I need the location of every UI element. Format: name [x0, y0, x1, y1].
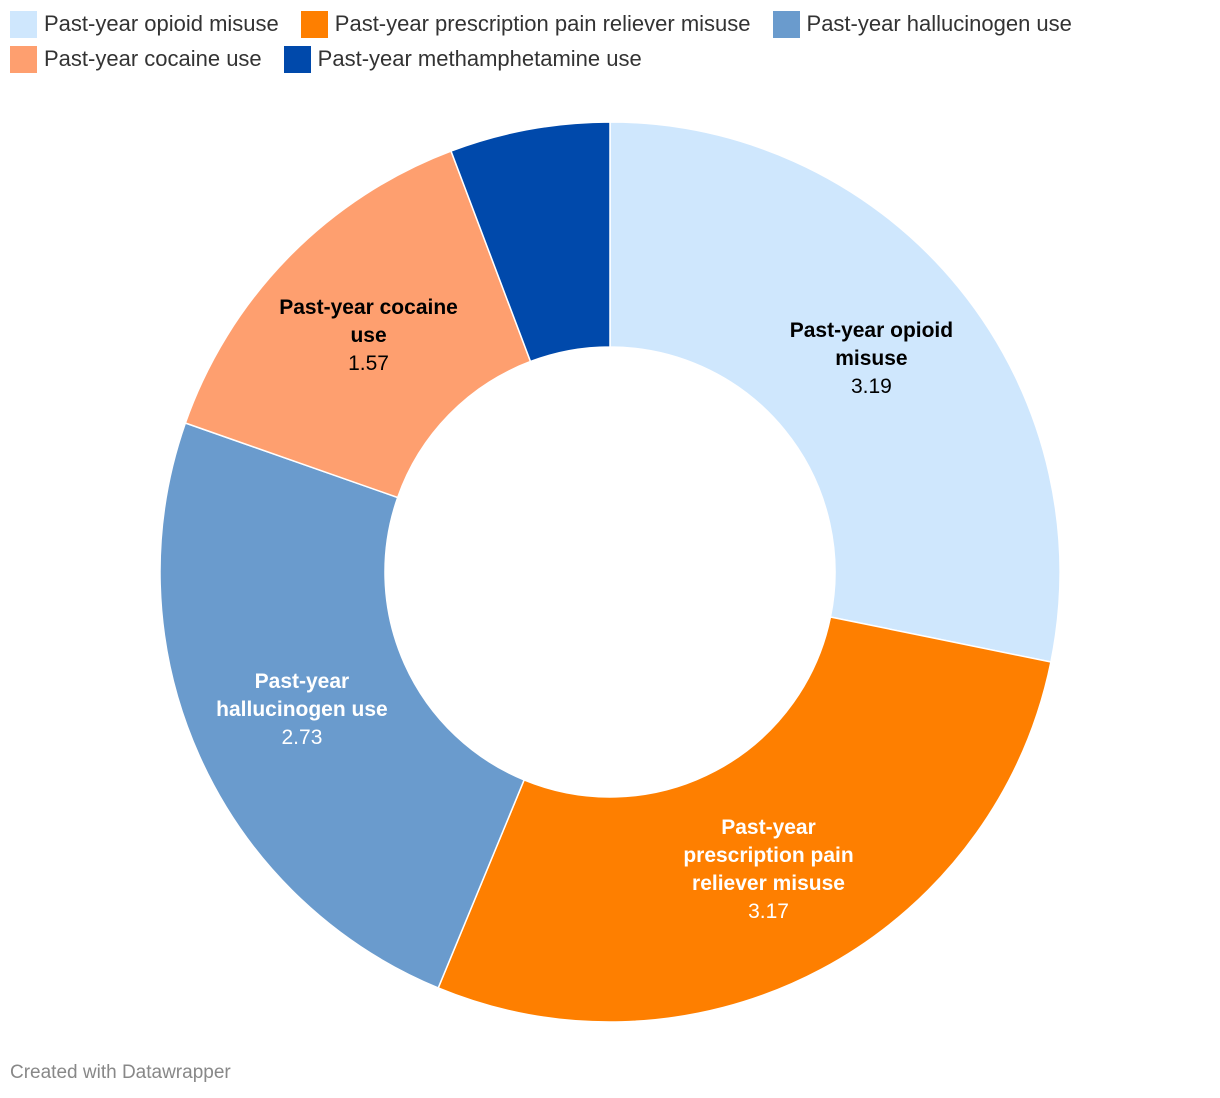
legend-label: Past-year hallucinogen use [806, 11, 1072, 36]
legend-label: Past-year methamphetamine use [317, 46, 642, 71]
donut-slice [184, 150, 532, 499]
legend-item: Past-year cocaine use [10, 45, 262, 73]
legend-label: Past-year cocaine use [44, 46, 262, 71]
legend: Past-year opioid misuse Past-year prescri… [10, 10, 1200, 73]
legend-label: Past-year opioid misuse [44, 11, 279, 36]
donut-slice [450, 121, 611, 363]
slice-category: Past-year cocaine use [279, 296, 458, 348]
legend-swatch [283, 45, 311, 73]
legend-item: Past-year methamphetamine use [283, 45, 642, 73]
slice-category: Past-year hallucinogen use [216, 669, 388, 721]
legend-swatch [10, 10, 37, 38]
slice-label: Past-year prescription pain reliever mis… [679, 814, 859, 926]
legend-swatch [772, 10, 800, 38]
donut-slice [159, 422, 526, 989]
slice-category: Past-year opioid misuse [789, 318, 954, 370]
donut-slice [437, 616, 1052, 1023]
legend-item: Past-year opioid misuse [10, 10, 279, 38]
legend-item: Past-year prescription pain reliever mis… [300, 10, 751, 38]
legend-item: Past-year hallucinogen use [772, 10, 1072, 38]
slice-category: Past-year prescription pain reliever mis… [683, 815, 854, 895]
legend-swatch [300, 10, 328, 38]
slice-value: 3.19 [850, 374, 892, 398]
legend-label: Past-year prescription pain reliever mis… [334, 11, 751, 36]
legend-swatch [10, 45, 37, 73]
donut-slice [609, 121, 1061, 663]
slice-label: Past-year hallucinogen use 2.73 [212, 668, 392, 752]
slice-label: Past-year cocaine use 1.57 [279, 294, 459, 378]
slice-label: Past-year opioid misuse 3.19 [781, 317, 961, 401]
slice-value: 1.57 [348, 352, 389, 376]
slice-value: 3.17 [748, 899, 789, 923]
slice-value: 2.73 [281, 725, 323, 749]
credit: Created with Datawrapper [10, 1062, 231, 1083]
